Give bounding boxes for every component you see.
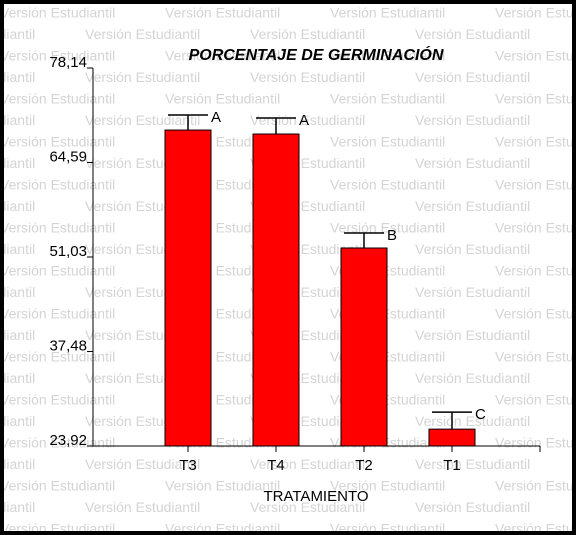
y-tick-label: 37,48 (49, 337, 87, 354)
watermark-text: Versión Estudiantil (0, 177, 115, 193)
watermark-text: Versión Estudiantil (495, 5, 576, 21)
watermark-text: Versión Estudiantil (415, 499, 530, 515)
watermark-text: Versión Estudiantil (495, 263, 576, 279)
annotation: A (211, 109, 221, 126)
x-tick-label: T4 (267, 457, 285, 474)
bar (252, 133, 300, 447)
watermark-text: Versión Estudiantil (415, 112, 530, 128)
y-tick-label: 64,59 (49, 148, 87, 165)
watermark-text: Versión Estudiantil (85, 499, 200, 515)
y-tick-label: 78,14 (49, 54, 87, 71)
annotation: A (299, 112, 309, 129)
watermark-text: Versión Estudiantil (0, 91, 115, 107)
watermark-text: Versión Estudiantil (165, 5, 280, 21)
watermark-text: Versión Estudiantil (0, 499, 35, 515)
watermark-text: Versión Estudiantil (85, 26, 200, 42)
x-tick-label: T3 (179, 457, 197, 474)
watermark-text: Versión Estudiantil (0, 220, 115, 236)
watermark-text: Versión Estudiantil (0, 5, 115, 21)
watermark-text: Versión Estudiantil (250, 26, 365, 42)
watermark-text: Versión Estudiantil (330, 134, 445, 150)
watermark-text: Versión Estudiantil (0, 134, 115, 150)
watermark-text: Versión Estudiantil (0, 48, 115, 64)
watermark-text: Versión Estudiantil (415, 198, 530, 214)
y-tick-label: 23,92 (49, 432, 87, 449)
watermark-text: Versión Estudiantil (0, 349, 115, 365)
watermark-text: Versión Estudiantil (495, 48, 576, 64)
watermark-text: Versión Estudiantil (85, 69, 200, 85)
watermark-text: Versión Estudiantil (415, 456, 530, 472)
watermark-text: Versión Estudiantil (0, 284, 35, 300)
watermark-text: Versión Estudiantil (0, 112, 35, 128)
watermark-text: Versión Estudiantil (330, 177, 445, 193)
bar (428, 428, 476, 447)
plot: 23,92 37,48 51,03 64,59 78,14 A T3 A T4 B T2 C T1 (49, 54, 541, 474)
watermark-text: Versión Estudiantil (495, 478, 576, 494)
watermark-text: Versión Estudiantil (330, 220, 445, 236)
watermark-text: Versión Estudiantil (415, 69, 530, 85)
watermark-text: Versión Estudiantil (0, 155, 35, 171)
watermark-text: Versión Estudiantil (330, 478, 445, 494)
chart-title: PORCENTAJE DE GERMINACIÓN (189, 45, 444, 64)
watermark-text: Versión Estudiantil (495, 435, 576, 451)
watermark-text: Versión Estudiantil (0, 263, 115, 279)
watermark-text: Versión Estudiantil (250, 69, 365, 85)
watermark-text: Versión Estudiantil (415, 155, 530, 171)
watermark-text: Versión Estudiantil (250, 456, 365, 472)
bar (164, 129, 212, 447)
watermark-text: Versión Estudiantil (0, 392, 115, 408)
watermark-text: Versión Estudiantil (85, 112, 200, 128)
watermark-text: Versión Estudiantil (0, 69, 35, 85)
watermark-text: Versión Estudiantil (0, 456, 35, 472)
watermark-text: Versión Estudiantil (415, 284, 530, 300)
watermark-text: Versión Estudiantil (85, 456, 200, 472)
watermark-text: Versión Estudiantil (250, 499, 365, 515)
watermark-text: Versión Estudiantil (0, 306, 115, 322)
watermark-text: Versión Estudiantil (0, 478, 115, 494)
watermark-text: Versión Estudiantil (495, 220, 576, 236)
watermark-text: Versión Estudiantil (495, 349, 576, 365)
annotation: B (387, 227, 397, 244)
watermark-text: Versión Estudiantil (165, 48, 280, 64)
bar (340, 247, 388, 447)
watermark-text: Versión Estudiantil (495, 134, 576, 150)
watermark-text: Versión Estudiantil (165, 91, 280, 107)
watermark-text: Versión Estudiantil (415, 370, 530, 386)
watermark-text: Versión Estudiantil (415, 26, 530, 42)
annotation: C (475, 406, 486, 423)
watermark-text: Versión Estudiantil (165, 478, 280, 494)
watermark-text: Versión Estudiantil (415, 327, 530, 343)
watermark-text: Versión Estudiantil (330, 5, 445, 21)
watermark-text: Versión Estudiantil (0, 327, 35, 343)
watermark-text: Versión Estudiantil (250, 112, 365, 128)
watermark-text: Versión Estudiantil (495, 91, 576, 107)
watermark-text: Versión Estudiantil (0, 26, 35, 42)
x-tick-label: T1 (443, 457, 461, 474)
watermark-text: Versión Estudiantil (0, 413, 35, 429)
watermark-text: Versión Estudiantil (330, 48, 445, 64)
watermark-text: Versión Estudiantil (415, 413, 530, 429)
x-tick-label: T2 (355, 457, 373, 474)
watermark-text: Versión Estudiantil (415, 241, 530, 257)
watermark-text: Versión Estudiantil (495, 306, 576, 322)
watermark-text: Versión Estudiantil (495, 392, 576, 408)
x-axis-label: TRATAMIENTO (264, 488, 369, 505)
watermark-text: Versión Estudiantil (495, 177, 576, 193)
y-tick-label: 51,03 (49, 243, 87, 260)
watermark-text: Versión Estudiantil (0, 370, 35, 386)
watermark-text: Versión Estudiantil (0, 241, 35, 257)
watermark-text: Versión Estudiantil (0, 435, 115, 451)
watermark-text: Versión Estudiantil (0, 198, 35, 214)
watermark-text: Versión Estudiantil (330, 91, 445, 107)
